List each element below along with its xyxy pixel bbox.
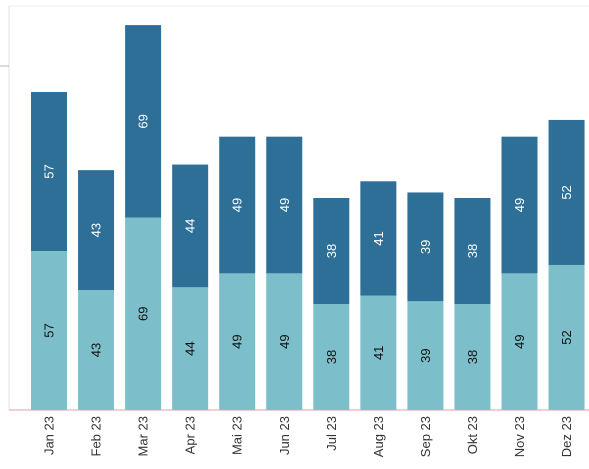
x-tick-label-6: Jul 23 (324, 416, 339, 451)
data-label-lower-8: 39 (418, 348, 433, 362)
data-label-lower-9: 38 (465, 350, 480, 364)
x-tick-label-3: Apr 23 (183, 416, 198, 454)
bar-segment-upper-3 (172, 164, 209, 288)
bar-segment-upper-1 (78, 170, 115, 291)
bar-segment-upper-6 (313, 198, 350, 305)
bar-segment-lower-11 (548, 264, 585, 410)
bar-segment-lower-9 (454, 304, 491, 410)
data-label-upper-6: 38 (324, 244, 339, 258)
bars-group: 57 57 43 43 69 69 44 44 49 49 49 49 38 38 41 41 39 39 38 38… (31, 25, 585, 410)
bar-segment-upper-11 (548, 119, 585, 265)
x-tick-label-8: Sep 23 (418, 416, 433, 457)
x-tick-label-11: Dez 23 (559, 416, 574, 457)
bar-segment-upper-2 (125, 25, 162, 218)
bar-segment-upper-10 (501, 136, 538, 274)
x-tick-label-5: Jun 23 (277, 416, 292, 455)
data-label-upper-9: 38 (465, 244, 480, 258)
data-label-lower-0: 57 (42, 323, 57, 337)
x-tick-label-9: Okt 23 (465, 416, 480, 454)
bar-segment-lower-3 (172, 287, 209, 410)
data-label-upper-10: 49 (512, 198, 527, 212)
data-label-lower-1: 43 (89, 343, 104, 357)
data-label-upper-7: 41 (371, 231, 386, 245)
data-label-lower-6: 38 (324, 350, 339, 364)
data-label-lower-2: 69 (136, 307, 151, 321)
data-label-upper-11: 52 (559, 185, 574, 199)
data-label-lower-11: 52 (559, 330, 574, 344)
data-label-upper-5: 49 (277, 198, 292, 212)
x-tick-label-1: Feb 23 (89, 416, 104, 456)
bar-segment-lower-6 (313, 304, 350, 410)
bar-segment-lower-7 (360, 295, 397, 410)
data-label-lower-7: 41 (371, 346, 386, 360)
bar-segment-upper-7 (360, 181, 397, 296)
bar-segment-upper-4 (219, 136, 256, 274)
data-label-upper-0: 57 (42, 164, 57, 178)
x-tick-label-4: Mai 23 (230, 416, 245, 455)
bar-segment-lower-0 (31, 251, 67, 410)
x-tick-label-2: Mar 23 (136, 416, 151, 456)
bar-segment-lower-8 (407, 301, 444, 410)
bar-segment-upper-5 (266, 136, 303, 274)
data-label-lower-5: 49 (277, 334, 292, 348)
bar-segment-lower-10 (501, 273, 538, 410)
bar-segment-lower-5 (266, 273, 303, 410)
data-label-lower-4: 49 (230, 334, 245, 348)
data-label-lower-10: 49 (512, 334, 527, 348)
x-tick-labels-group: Jan 23 Feb 23 Mar 23 Apr 23 Mai 23 Jun 23 Jul … (42, 416, 575, 457)
x-tick-label-10: Nov 23 (512, 416, 527, 457)
bar-segment-upper-0 (31, 92, 67, 252)
bar-segment-lower-1 (78, 290, 115, 410)
bar-segment-upper-9 (454, 198, 491, 305)
x-tick-label-0: Jan 23 (42, 416, 57, 455)
data-label-upper-1: 43 (89, 223, 104, 237)
data-label-upper-4: 49 (230, 198, 245, 212)
data-label-upper-3: 44 (183, 219, 198, 233)
x-tick-label-7: Aug 23 (371, 416, 386, 457)
bar-segment-upper-8 (407, 192, 444, 302)
data-label-upper-2: 69 (136, 114, 151, 128)
data-label-upper-8: 39 (418, 240, 433, 254)
bar-segment-lower-4 (219, 273, 256, 410)
data-label-lower-3: 44 (183, 341, 198, 355)
bar-segment-lower-2 (125, 217, 162, 410)
